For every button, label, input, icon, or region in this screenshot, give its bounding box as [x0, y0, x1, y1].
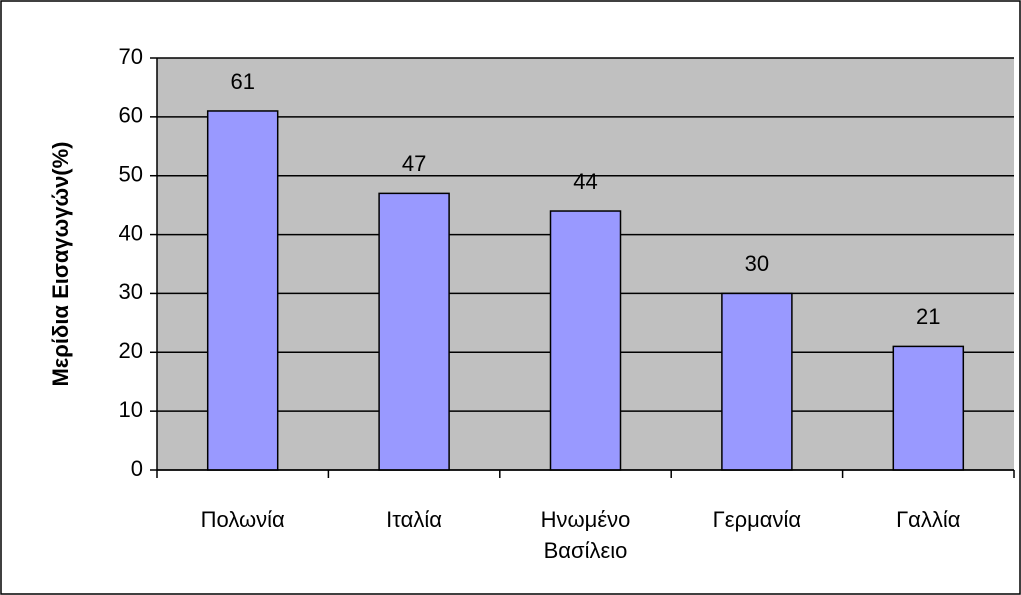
x-tick-label: Γαλλία	[896, 507, 961, 532]
y-axis-label: Μερίδια Εισαγωγών(%)	[48, 141, 73, 386]
bar	[206, 110, 279, 471]
bar	[721, 292, 793, 471]
bar	[378, 192, 450, 471]
bar	[892, 345, 965, 471]
data-label: 61	[230, 69, 254, 94]
x-tick-label: Γερμανία	[713, 507, 802, 532]
y-tick-label: 50	[119, 162, 143, 187]
x-tick-label: Πολωνία	[201, 507, 285, 532]
data-label: 47	[402, 151, 426, 176]
y-tick-label: 10	[119, 397, 143, 422]
y-tick-label: 40	[119, 220, 143, 245]
y-tick-label: 20	[119, 338, 143, 363]
x-tick-label: Ιταλία	[386, 507, 442, 532]
data-label: 30	[745, 251, 769, 276]
y-tick-label: 30	[119, 279, 143, 304]
y-tick-label: 70	[119, 44, 143, 69]
data-label: 21	[916, 304, 940, 329]
data-label: 44	[573, 169, 597, 194]
y-tick-label: 0	[131, 456, 143, 481]
x-tick-label: Ηνωμένο Βασίλειο	[541, 507, 631, 563]
bar	[549, 210, 622, 471]
y-tick-label: 60	[119, 103, 143, 128]
